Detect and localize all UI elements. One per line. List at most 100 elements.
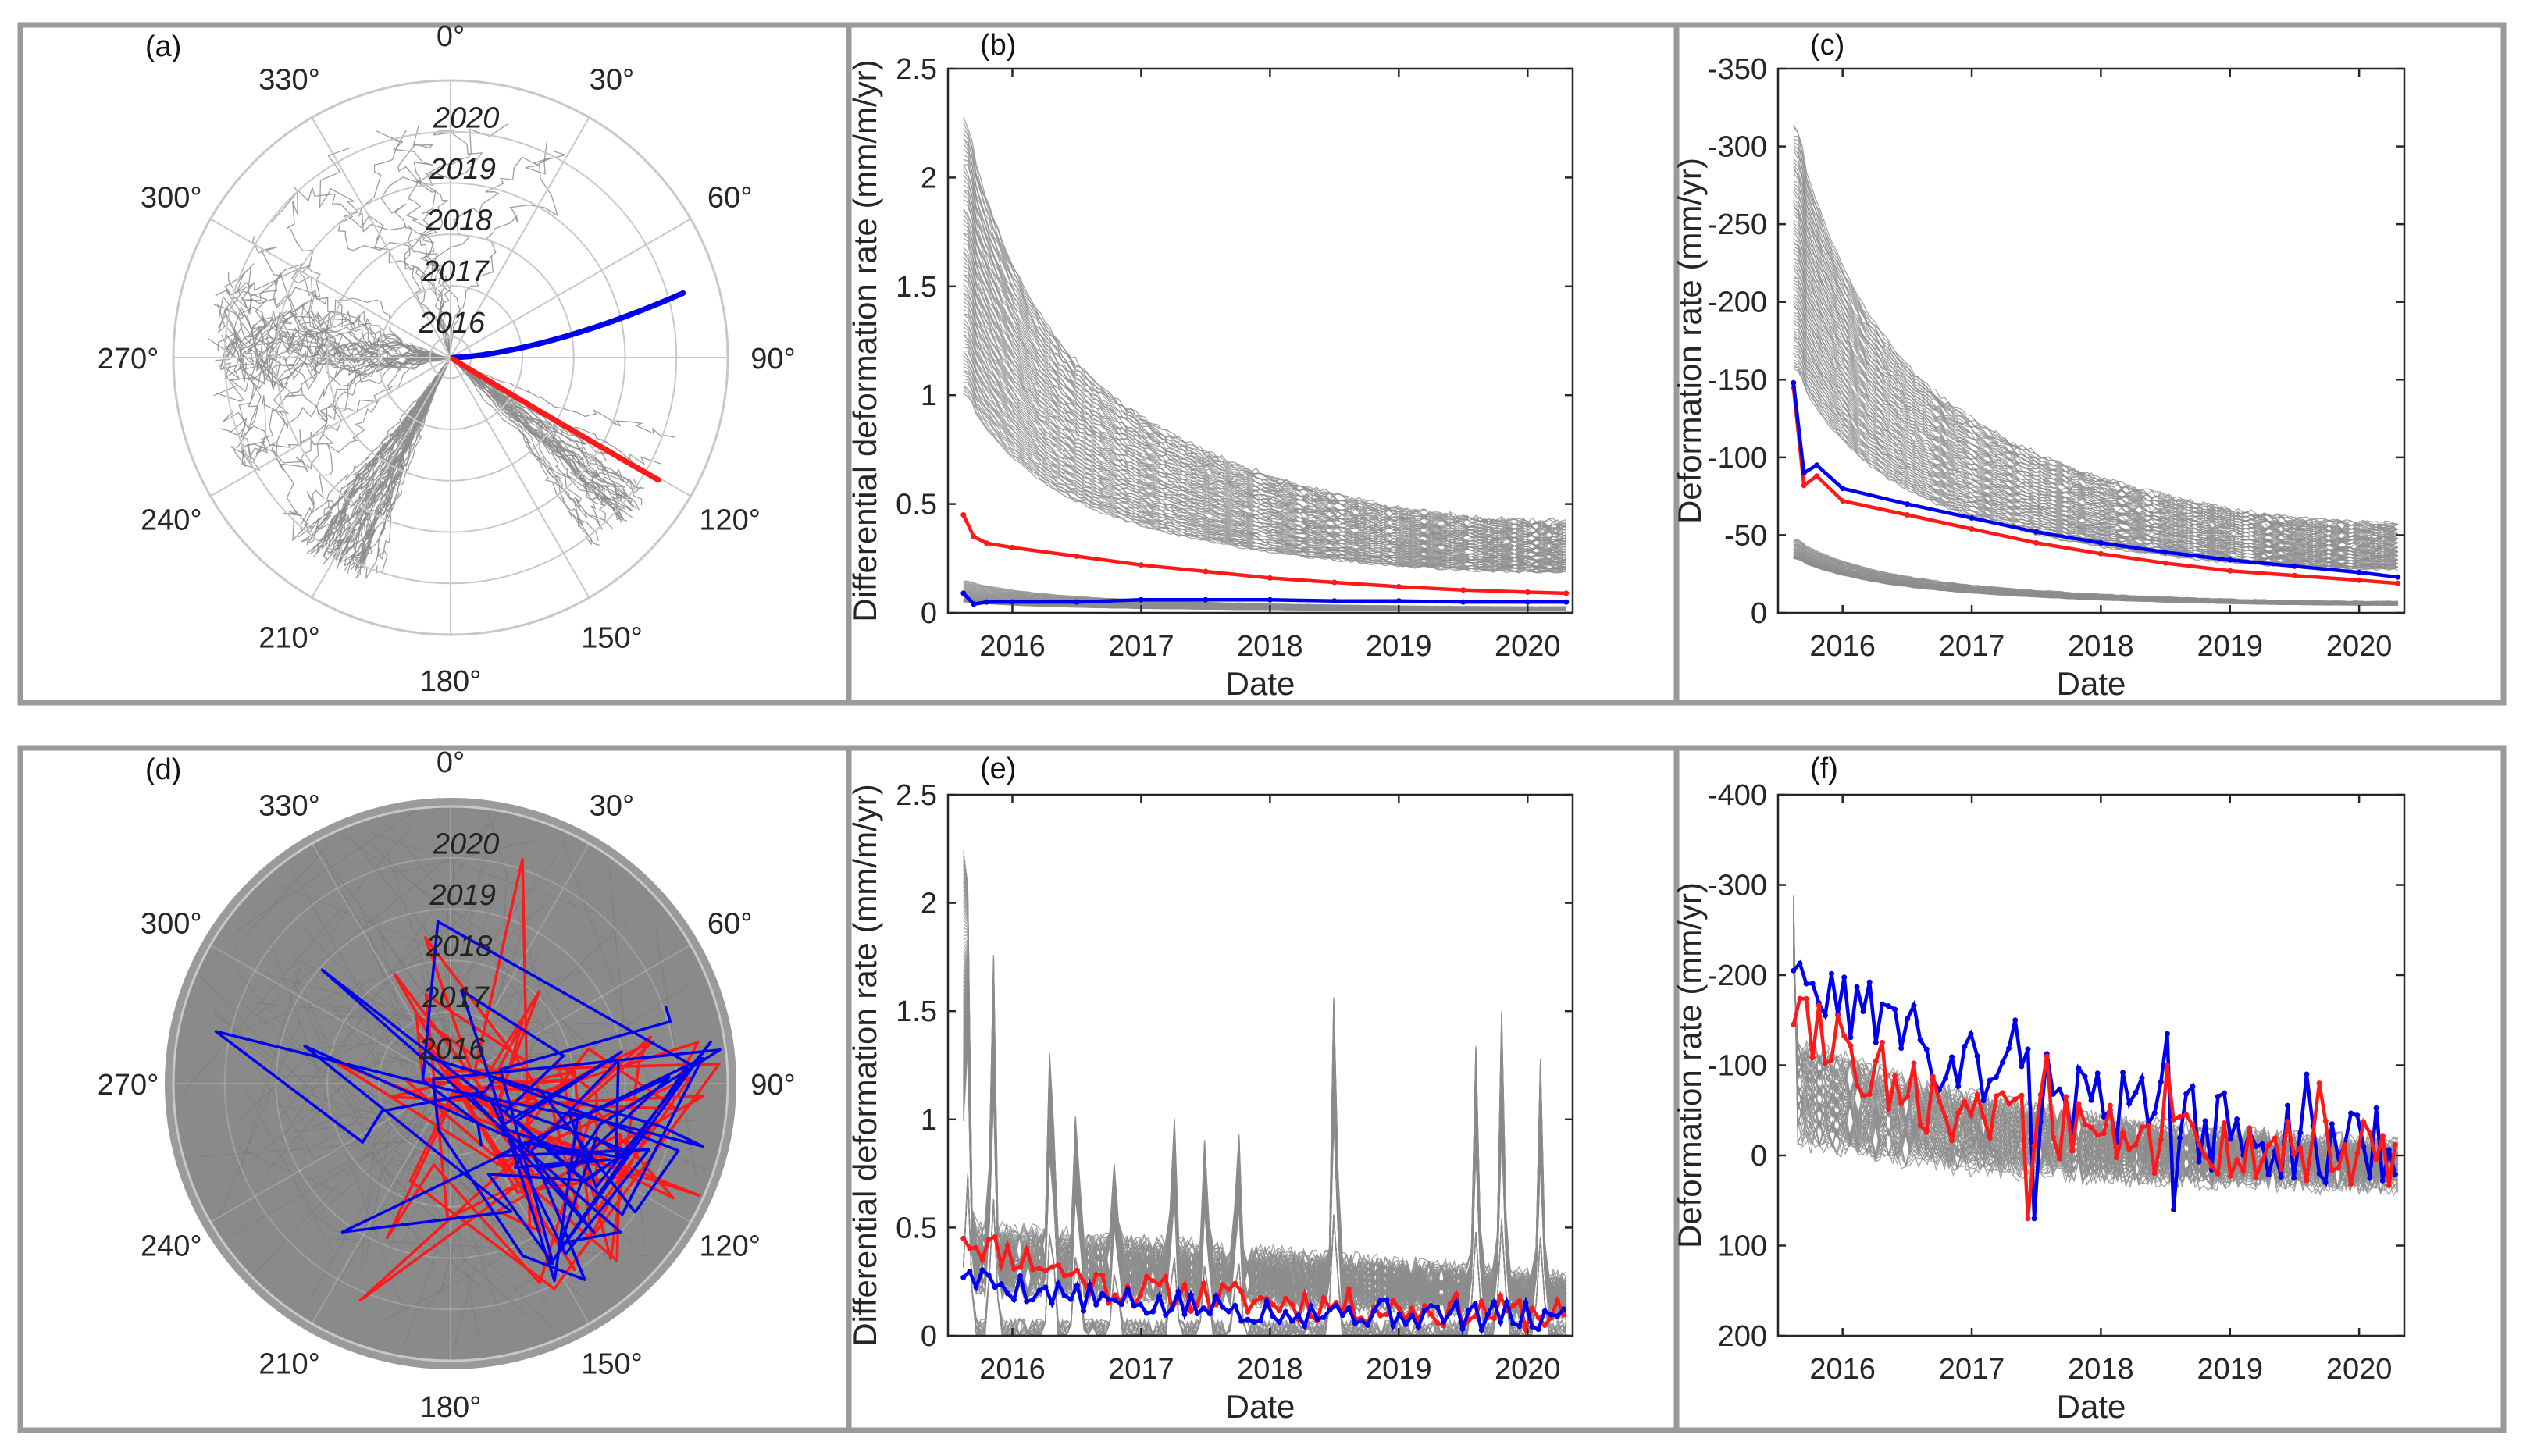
series-red-point — [2031, 1143, 2037, 1149]
grey-series-line — [390, 1191, 437, 1194]
grey-series-line — [277, 883, 443, 953]
grey-series-line — [223, 296, 448, 358]
polar-grid-ring — [275, 908, 626, 1259]
grey-series-line — [451, 358, 592, 546]
series-blue-point — [1302, 1323, 1308, 1330]
series-blue-point — [462, 354, 469, 360]
series-red-point — [1049, 1264, 1055, 1270]
series-red-point — [2356, 577, 2362, 583]
series-blue-point — [1459, 1326, 1466, 1332]
series-red-point — [1010, 544, 1015, 550]
grey-series-line — [374, 906, 399, 1010]
series-blue-point — [1377, 1298, 1384, 1304]
grey-series-line — [963, 855, 1567, 1290]
series-red-point — [2133, 1141, 2139, 1148]
series-red-point — [1200, 1280, 1206, 1287]
series-red-point — [1949, 1137, 1955, 1144]
series-blue-point — [1339, 1312, 1345, 1319]
series-blue-point — [1809, 981, 1816, 987]
grey-series-line — [237, 1148, 343, 1195]
series-red-point — [2019, 1092, 2025, 1098]
series-blue-point — [2361, 1144, 2367, 1150]
series-red-point — [1879, 1039, 1885, 1045]
series-red-point — [1061, 1273, 1067, 1279]
series-red-point — [2227, 568, 2233, 574]
series-blue-point — [1402, 1321, 1409, 1327]
series-blue-point — [2158, 1079, 2164, 1085]
x-tick-label: 2016 — [979, 1353, 1046, 1386]
panel-label: (b) — [980, 29, 1016, 62]
series-red-point — [2234, 1157, 2240, 1163]
series-red-point — [2151, 1170, 2158, 1177]
grey-series-line — [1793, 319, 2398, 561]
series-red-point — [2291, 1151, 2297, 1157]
series-red-point — [1441, 1323, 1447, 1329]
panel-label: (f) — [1810, 753, 1838, 785]
angle-tick-label: 90° — [750, 1069, 795, 1102]
series-blue-point — [1447, 1310, 1453, 1316]
series-red-point — [2082, 1121, 2088, 1127]
y-tick-label: 100 — [1718, 1230, 1767, 1263]
series-blue-point — [1359, 1318, 1364, 1324]
grey-series-line — [394, 1045, 711, 1061]
y-tick-label: -150 — [1708, 364, 1767, 397]
series-blue-point — [2322, 1180, 2329, 1186]
series-red-point — [1112, 1292, 1118, 1298]
grey-series-line — [1793, 164, 2398, 533]
y-tick-label: -400 — [1708, 779, 1767, 812]
series-red-point — [1257, 1294, 1263, 1301]
grey-series-line — [404, 843, 547, 1031]
series-red-point — [1848, 1042, 1854, 1048]
series-blue-point — [1434, 1304, 1441, 1310]
series-red-point — [2322, 1118, 2329, 1124]
panel-d: 2016 2017 2018 2019 2020 0° 30° 60° 90° 120° 150° 1… — [98, 746, 796, 1424]
series-red-point — [1017, 1264, 1024, 1270]
series-red-markers — [1791, 995, 2398, 1222]
series-blue-point — [1087, 1282, 1093, 1287]
series-blue-point — [1829, 970, 1834, 977]
series-blue-point — [680, 290, 686, 296]
angle-tick-label: 330° — [258, 63, 320, 96]
y-tick-label: 200 — [1718, 1320, 1767, 1353]
grey-series-line — [1793, 336, 2398, 565]
grey-series-line — [963, 279, 1566, 554]
grey-series-line — [235, 810, 417, 931]
series-blue-point — [1841, 974, 1848, 981]
grey-series-line — [1793, 191, 2399, 539]
panel-c: 2016 2017 2018 2019 2020 0 -50 -100 -150 -200 -250… — [1671, 29, 2406, 702]
grey-series-line — [452, 358, 676, 439]
series-red-point — [1074, 554, 1080, 559]
series-red-point — [2012, 1096, 2019, 1102]
series-blue-point — [1563, 599, 1570, 605]
series-red-point — [2379, 1133, 2386, 1139]
grey-series-line — [1793, 144, 2399, 531]
series-red-point — [2354, 1151, 2361, 1157]
grey-series-line — [1793, 538, 2398, 603]
grey-series-line — [213, 290, 448, 376]
grey-series-line — [963, 242, 1567, 547]
y-tick-label: -50 — [1724, 519, 1767, 552]
grey-series-line — [344, 830, 480, 998]
grey-series-line — [280, 813, 498, 1141]
series-blue-point — [2120, 1070, 2126, 1076]
series-blue-point — [1421, 1308, 1427, 1314]
series-red-point — [2291, 572, 2297, 578]
series-blue-point — [1791, 967, 1797, 974]
series-blue-point — [1138, 596, 1144, 603]
grey-series-line — [239, 1000, 471, 1192]
grey-series-line — [358, 130, 461, 355]
series-red-point — [971, 533, 977, 539]
series-red-point — [1302, 1291, 1308, 1298]
series-blue-point — [2367, 1175, 2373, 1181]
series-blue-point — [2025, 1046, 2031, 1052]
series-blue-point — [1251, 1319, 1257, 1325]
series-blue-point — [1980, 1098, 1987, 1104]
grey-series-line — [1793, 138, 2399, 529]
radial-year-label: 2016 — [419, 1033, 486, 1066]
grey-series-line — [244, 1088, 334, 1252]
series-red-point — [1968, 1112, 1974, 1118]
series-blue-point — [1049, 1300, 1055, 1306]
grey-series-line — [385, 848, 458, 1063]
polar-grid-spoke — [450, 1083, 590, 1324]
angle-tick-label: 30° — [590, 789, 634, 822]
